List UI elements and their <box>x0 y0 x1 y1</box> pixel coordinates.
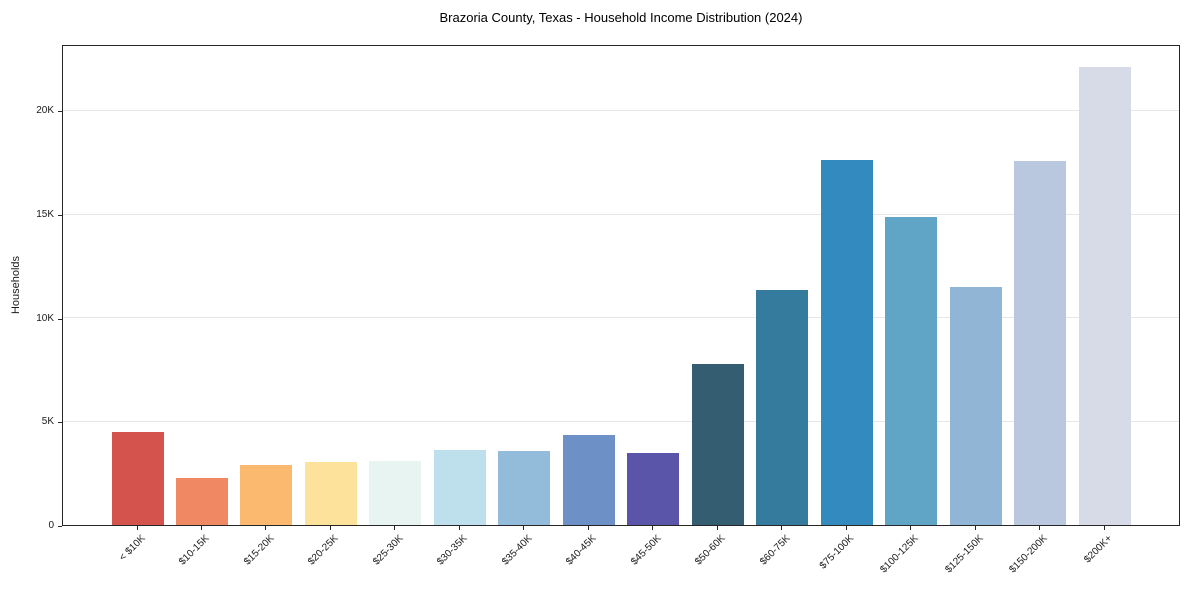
x-tick-label-6: $30-35K <box>435 533 470 568</box>
x-tick-mark-13 <box>910 526 912 530</box>
x-tick-label-10: $50-60K <box>693 533 728 568</box>
x-tick-mark-4 <box>329 526 331 530</box>
x-tick-mark-11 <box>781 526 783 530</box>
y-tick-label-10K: 10K <box>36 312 54 324</box>
x-tick-label-11: $60-75K <box>757 533 793 568</box>
bar-50-60k <box>691 363 744 525</box>
x-tick-label-7: $35-40K <box>499 533 535 568</box>
x-tick-mark-5 <box>394 526 396 530</box>
bar-150-200k <box>1014 161 1067 525</box>
x-tick-mark-3 <box>265 526 267 530</box>
y-tick-mark-0 <box>58 526 62 527</box>
y-tick-label-20K: 20K <box>36 105 54 117</box>
bar-100-125k <box>885 217 938 525</box>
bar-15-20k <box>240 464 293 525</box>
x-tick-label-9: $45-50K <box>628 533 664 568</box>
bar-30-35k <box>433 449 486 525</box>
x-tick-label-5: $25-30K <box>370 533 406 568</box>
x-tick-label-3: $15-20K <box>241 533 277 568</box>
x-tick-mark-14 <box>974 526 976 530</box>
x-tick-mark-7 <box>523 526 525 530</box>
x-tick-mark-9 <box>652 526 654 530</box>
y-axis-label: Households <box>10 255 22 315</box>
x-tick-label-15: $150-200K <box>1007 533 1051 576</box>
bar-10k <box>111 431 164 525</box>
x-tick-mark-15 <box>1039 526 1041 530</box>
bar-45-50k <box>627 452 680 525</box>
x-tick-mark-12 <box>845 526 847 530</box>
y-tick-mark-10K <box>58 318 62 320</box>
bar-35-40k <box>498 450 551 525</box>
x-tick-label-1: < $10K <box>116 533 148 564</box>
x-tick-label-2: $10-15K <box>177 533 212 568</box>
bar-20-25k <box>304 461 357 525</box>
y-tick-label-0: 0 <box>48 520 54 531</box>
bar-125-150k <box>949 287 1002 525</box>
y-tick-mark-5K <box>58 422 62 424</box>
plot-area <box>62 45 1180 526</box>
y-tick-label-15K: 15K <box>36 209 54 220</box>
x-tick-mark-8 <box>587 526 589 530</box>
gridline-20K <box>63 109 1179 111</box>
bar-40-45k <box>562 434 615 525</box>
gridline-5K <box>63 420 1179 422</box>
y-tick-mark-20K <box>58 111 62 113</box>
y-tick-label-5K: 5K <box>41 416 54 428</box>
gridline-15K <box>63 213 1179 215</box>
x-tick-label-16: $200K+ <box>1082 533 1115 566</box>
x-tick-label-8: $40-45K <box>564 533 599 568</box>
x-tick-mark-10 <box>716 526 718 530</box>
x-tick-label-4: $20-25K <box>306 533 341 568</box>
y-tick-mark-15K <box>58 215 62 216</box>
x-tick-mark-16 <box>1103 526 1105 530</box>
x-tick-label-12: $75-100K <box>818 533 857 572</box>
x-tick-mark-2 <box>200 526 202 530</box>
bar-25-30k <box>369 460 422 525</box>
bar-60-75k <box>756 289 809 525</box>
x-tick-mark-6 <box>458 526 460 530</box>
chart-title: Brazoria County, Texas - Household Incom… <box>439 10 803 25</box>
x-tick-label-13: $100-125K <box>878 533 922 576</box>
x-tick-label-14: $125-150K <box>943 533 986 576</box>
gridline-10K <box>63 317 1179 319</box>
bar-10-15k <box>175 478 228 525</box>
x-tick-mark-1 <box>136 526 138 530</box>
bar-75-100k <box>820 160 873 525</box>
bar-200k <box>1078 66 1131 525</box>
